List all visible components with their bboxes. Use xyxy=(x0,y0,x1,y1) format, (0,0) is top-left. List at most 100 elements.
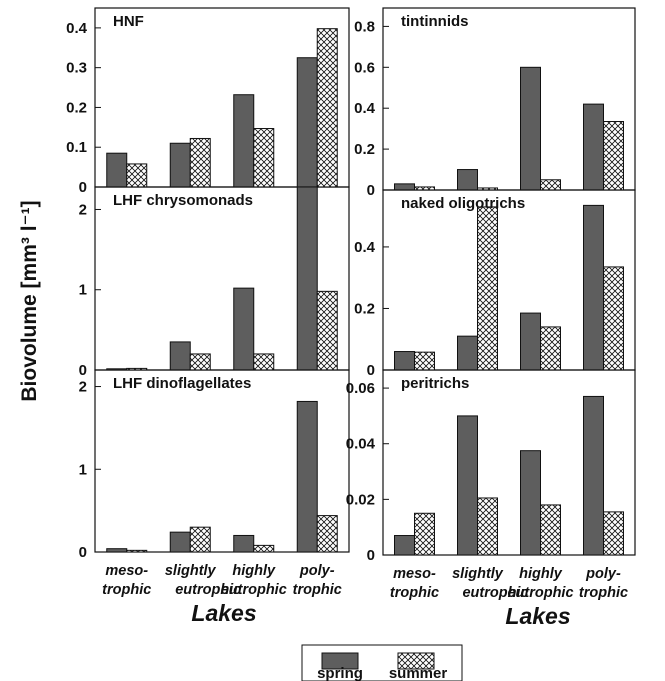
category-label-meso-right: meso- xyxy=(393,566,436,582)
legend-frame xyxy=(301,644,463,681)
legend-swatch-spring xyxy=(321,652,359,670)
y-tick-label-peritrichs: 0.04 xyxy=(346,436,376,453)
y-tick-label-peritrichs: 0.02 xyxy=(346,491,375,508)
bar-lhf-chrysomonads-summer-1 xyxy=(189,353,211,371)
category-label-trophic-left: trophic xyxy=(102,582,151,598)
y-tick-label-naked-oligotrichs: 0.4 xyxy=(354,239,376,256)
category-label-highly-right: highly xyxy=(519,566,563,582)
category-label-poly-left: poly- xyxy=(299,563,335,579)
y-tick-label-lhf-dinoflagellates: 1 xyxy=(79,461,87,478)
category-label-eutrophic-right: eutrophic xyxy=(462,585,528,601)
category-label-slightly-right: slightly xyxy=(452,566,504,582)
bar-lhf-dinoflagellates-spring-2 xyxy=(233,534,255,553)
category-label-highly-left: highly xyxy=(232,563,276,579)
y-tick-label-hnf: 0.1 xyxy=(66,139,87,156)
y-tick-label-hnf: 0.4 xyxy=(66,20,88,37)
panel-hnf: 0 0.1 0.2 0.3 0.4 HNF xyxy=(66,7,350,196)
bar-hnf-spring-0 xyxy=(106,152,128,188)
panel-frame-peritrichs xyxy=(382,369,636,556)
y-tick-label-tintinnids: 0.6 xyxy=(354,59,375,76)
bar-naked-oligotrichs-spring-2 xyxy=(520,312,541,371)
bar-naked-oligotrichs-summer-2 xyxy=(540,326,561,371)
y-tick-label-tintinnids: 0.4 xyxy=(354,100,376,117)
y-tick-label-lhf-chrysomonads: 1 xyxy=(79,282,87,299)
y-tick-label-tintinnids: 0.8 xyxy=(354,18,375,35)
bar-lhf-dinoflagellates-spring-3 xyxy=(296,400,318,553)
y-tick-label-lhf-chrysomonads: 2 xyxy=(79,201,87,218)
panel-lhf-chrysomonads: 0 1 2 LHF chrysomonads xyxy=(79,186,350,379)
bar-naked-oligotrichs-spring-1 xyxy=(457,335,478,371)
bar-naked-oligotrichs-spring-3 xyxy=(583,204,604,371)
y-tick-label-lhf-dinoflagellates: 2 xyxy=(79,379,87,396)
panel-lhf-dinoflagellates: 0 1 2 LHF dinoflagellates xyxy=(79,369,350,561)
x-axis-title-left: Lakes xyxy=(191,600,256,626)
category-label-eutrophic-left: eutrophic xyxy=(221,582,287,598)
bar-lhf-dinoflagellates-spring-1 xyxy=(169,531,191,553)
bar-lhf-dinoflagellates-summer-0 xyxy=(126,549,148,553)
y-tick-label-hnf: 0 xyxy=(79,179,87,196)
bar-lhf-chrysomonads-summer-2 xyxy=(253,353,275,371)
category-label-meso-left: meso- xyxy=(105,563,148,579)
panel-title-naked-oligotrichs: naked oligotrichs xyxy=(401,195,525,212)
bar-tintinnids-summer-3 xyxy=(603,120,624,191)
bar-lhf-dinoflagellates-summer-1 xyxy=(189,526,211,553)
bar-naked-oligotrichs-summer-1 xyxy=(477,206,498,371)
bar-lhf-dinoflagellates-summer-3 xyxy=(316,515,338,553)
bar-peritrichs-spring-2 xyxy=(520,450,541,556)
bar-tintinnids-summer-2 xyxy=(540,179,561,191)
bar-peritrichs-summer-0 xyxy=(414,512,435,556)
bar-lhf-dinoflagellates-summer-2 xyxy=(253,544,275,553)
bar-lhf-chrysomonads-summer-3 xyxy=(316,290,338,371)
bar-peritrichs-summer-1 xyxy=(477,497,498,556)
bar-tintinnids-spring-2 xyxy=(520,66,541,191)
x-axis-title-right: Lakes xyxy=(505,603,570,629)
bar-hnf-summer-2 xyxy=(253,128,275,188)
category-label-trophic-left: trophic xyxy=(293,582,342,598)
y-tick-label-lhf-chrysomonads: 0 xyxy=(79,362,87,379)
category-label-slightly-left: slightly xyxy=(165,563,217,579)
bar-peritrichs-spring-0 xyxy=(394,535,415,556)
bar-hnf-summer-3 xyxy=(316,28,338,188)
y-tick-label-peritrichs: 0.06 xyxy=(346,380,375,397)
legend-label-summer: summer xyxy=(389,665,448,681)
panel-title-tintinnids: tintinnids xyxy=(401,13,469,30)
bar-tintinnids-spring-1 xyxy=(457,169,478,191)
bar-naked-oligotrichs-spring-0 xyxy=(394,351,415,371)
bar-lhf-dinoflagellates-spring-0 xyxy=(106,548,128,553)
bar-tintinnids-spring-0 xyxy=(394,183,415,191)
y-tick-label-hnf: 0.3 xyxy=(66,60,87,77)
bar-hnf-spring-2 xyxy=(233,94,255,188)
legend-label-spring: spring xyxy=(317,665,363,681)
bar-naked-oligotrichs-summer-0 xyxy=(414,351,435,371)
category-label-poly-right: poly- xyxy=(585,566,621,582)
y-tick-label-tintinnids: 0.2 xyxy=(354,141,375,158)
y-tick-label-lhf-dinoflagellates: 0 xyxy=(79,544,87,561)
bar-naked-oligotrichs-summer-3 xyxy=(603,266,624,371)
legend: spring summer xyxy=(301,644,463,681)
panel-title-peritrichs: peritrichs xyxy=(401,375,469,392)
bar-peritrichs-spring-1 xyxy=(457,415,478,556)
bar-lhf-chrysomonads-spring-1 xyxy=(169,341,191,371)
bar-hnf-summer-1 xyxy=(189,137,211,188)
y-tick-label-naked-oligotrichs: 0.2 xyxy=(354,300,375,317)
bar-hnf-spring-3 xyxy=(296,57,318,188)
y-tick-label-tintinnids: 0 xyxy=(367,182,375,199)
panel-title-lhf-chrysomonads: LHF chrysomonads xyxy=(113,192,253,209)
panel-frame-lhf-dinoflagellates xyxy=(94,369,350,553)
panel-tintinnids: 0 0.2 0.4 0.6 0.8 tintinnids xyxy=(354,7,636,199)
category-label-eutrophic-left: eutrophic xyxy=(175,582,241,598)
bar-lhf-chrysomonads-spring-2 xyxy=(233,287,255,371)
bar-peritrichs-spring-3 xyxy=(583,395,604,556)
category-label-trophic-right: trophic xyxy=(579,585,628,601)
y-tick-label-peritrichs: 0 xyxy=(367,547,375,564)
bar-peritrichs-summer-3 xyxy=(603,511,624,556)
category-label-eutrophic-right: eutrophic xyxy=(507,585,573,601)
panel-title-hnf: HNF xyxy=(113,13,144,30)
bar-hnf-spring-1 xyxy=(169,142,191,188)
bar-peritrichs-summer-2 xyxy=(540,504,561,556)
legend-swatch-summer xyxy=(397,652,435,670)
bar-hnf-summer-0 xyxy=(126,163,148,188)
bar-lhf-chrysomonads-spring-3 xyxy=(296,186,318,371)
